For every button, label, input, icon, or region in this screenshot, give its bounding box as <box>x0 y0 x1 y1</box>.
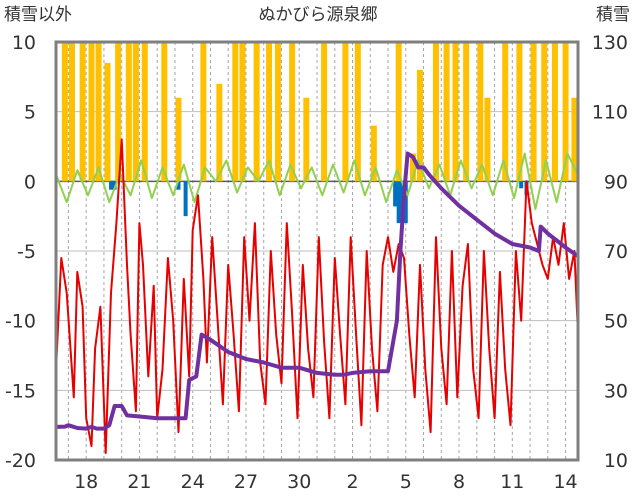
x-tick-label: 11 <box>500 471 524 493</box>
precipitation-bar <box>409 153 416 182</box>
x-tick-label: 8 <box>453 471 465 493</box>
plot-frame <box>54 40 580 462</box>
snowfall-bar <box>183 181 188 217</box>
snowfall-bar <box>109 181 114 190</box>
precipitation-bar <box>551 42 558 182</box>
left-tick-label: 10 <box>12 32 36 54</box>
x-tick-label: 27 <box>234 471 258 493</box>
right-tick-label: 50 <box>604 311 628 333</box>
precipitation-bar <box>104 62 111 182</box>
precipitation-bar <box>88 42 95 182</box>
right-tick-label: 110 <box>592 102 628 124</box>
precipitation-bar <box>125 42 132 182</box>
chart-title: ぬかびら源泉郷 <box>259 5 378 25</box>
precipitation-bar <box>541 42 548 182</box>
precipitation-bar <box>321 42 328 182</box>
x-tick-label: 5 <box>400 471 412 493</box>
right-tick-label: 70 <box>604 241 628 263</box>
snowfall-bar <box>393 181 398 207</box>
left-tick-label: 0 <box>24 171 36 193</box>
precipitation-bar <box>141 42 148 182</box>
precipitation-bar <box>463 42 470 182</box>
precipitation-bar <box>253 42 260 182</box>
precipitation-bar <box>266 42 273 182</box>
precipitation-bar <box>289 42 296 182</box>
left-tick-label: -5 <box>17 241 36 263</box>
precipitation-bar <box>303 97 310 182</box>
precipitation-bar <box>175 97 182 182</box>
x-tick-label: 18 <box>74 471 98 493</box>
precipitation-bar <box>416 69 423 182</box>
precipitation-bar <box>443 42 450 182</box>
left-tick-label: -20 <box>5 450 36 472</box>
x-tick-label: 24 <box>181 471 205 493</box>
left-axis-label: 積雪以外 <box>4 5 72 25</box>
precipitation-bar <box>239 42 246 182</box>
left-tick-label: -15 <box>5 380 36 402</box>
wind-line <box>55 152 579 211</box>
left-tick-label: 5 <box>24 102 36 124</box>
snowfall-bar <box>112 181 117 190</box>
wind-series <box>55 152 579 211</box>
precipitation-bar <box>452 42 459 182</box>
precipitation-bar <box>395 42 402 182</box>
precipitation-series <box>61 42 578 182</box>
x-tick-label: 2 <box>346 471 358 493</box>
snowfall-bar <box>403 181 408 224</box>
precipitation-bar <box>115 42 122 182</box>
precipitation-bar <box>95 42 102 182</box>
x-axis-ticks: 18 21 24 27 30 2 5 8 11 14 <box>74 471 578 493</box>
precipitation-bar <box>530 42 537 182</box>
precipitation-bar <box>370 125 377 182</box>
precipitation-bar <box>216 83 223 182</box>
precipitation-bar <box>200 42 207 182</box>
precipitation-bar <box>484 97 491 182</box>
right-tick-label: 30 <box>604 380 628 402</box>
precipitation-bar <box>516 42 523 182</box>
x-tick-label: 21 <box>127 471 151 493</box>
snow-depth-series <box>55 151 580 431</box>
left-axis-ticks: 10 5 0 -5 -10 -15 -20 <box>5 32 36 472</box>
precipitation-bar <box>502 42 509 182</box>
precipitation-bar <box>61 42 68 182</box>
precipitation-bar <box>68 42 75 182</box>
precipitation-bar <box>354 42 361 182</box>
right-tick-label: 90 <box>604 171 628 193</box>
snowfall-bar <box>396 181 401 224</box>
right-tick-label: 130 <box>592 32 628 54</box>
x-tick-label: 14 <box>553 471 577 493</box>
precipitation-bar <box>161 42 168 182</box>
precipitation-bar <box>432 42 439 182</box>
precipitation-bar <box>132 42 139 182</box>
snowfall-bar <box>519 181 524 189</box>
precipitation-bar <box>274 42 281 182</box>
precipitation-bar <box>232 42 239 182</box>
right-axis-label: 積雪 <box>596 5 630 25</box>
snowfall-bar <box>176 181 181 190</box>
precipitation-bar <box>79 42 86 182</box>
precipitation-bar <box>477 42 484 182</box>
precipitation-bar <box>571 97 578 182</box>
precipitation-bar <box>562 42 569 182</box>
snow-depth-line <box>55 151 580 431</box>
x-tick-label: 30 <box>287 471 311 493</box>
left-tick-label: -10 <box>5 311 36 333</box>
right-axis-ticks: 130 110 90 70 50 30 10 <box>592 32 628 472</box>
precipitation-bar <box>342 42 349 182</box>
right-tick-label: 10 <box>604 450 628 472</box>
